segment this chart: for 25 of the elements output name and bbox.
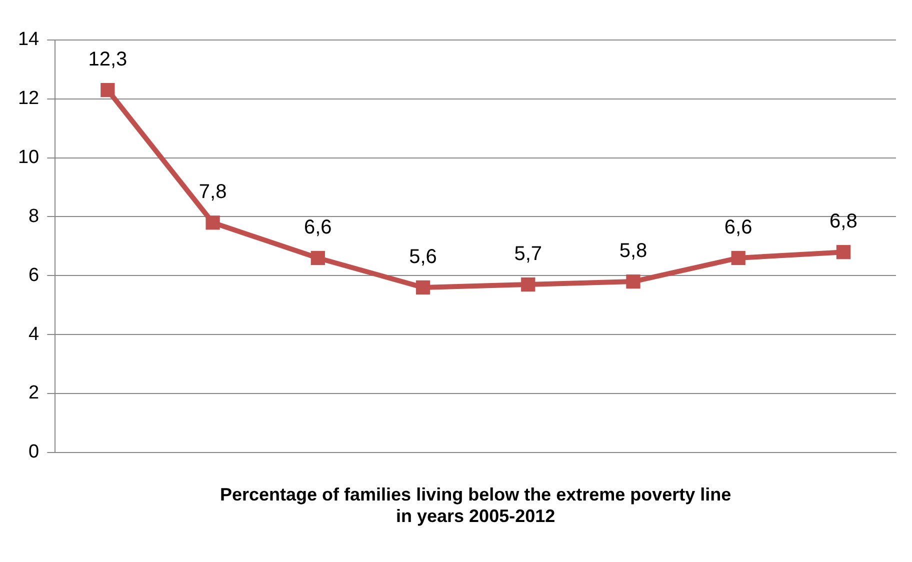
data-label: 6,6 [724, 216, 752, 238]
x-axis-title: Percentage of families living below the extreme poverty line in years 2005-2012 [220, 484, 732, 526]
y-tick-label: 8 [28, 206, 40, 227]
data-label: 6,8 [830, 210, 858, 233]
data-label: 5,8 [619, 240, 648, 262]
point [100, 83, 115, 98]
point [310, 250, 325, 266]
point [416, 280, 430, 295]
y-tick-label: 10 [18, 147, 40, 168]
point [206, 216, 220, 230]
data-label: 7,8 [198, 181, 227, 204]
y-tick-label: 14 [18, 29, 40, 50]
y-tick-label: 4 [28, 324, 40, 345]
point [521, 277, 536, 292]
data-label: 12,3 [88, 48, 128, 71]
data-label: 5,6 [409, 246, 437, 268]
point [626, 274, 640, 289]
data-label: 5,7 [514, 243, 542, 266]
point [836, 245, 851, 260]
y-tick-label: 6 [28, 264, 40, 286]
y-tick-label: 12 [18, 88, 40, 110]
y-tick-label: 2 [28, 382, 40, 404]
point [731, 250, 746, 266]
y-tick-label: 0 [28, 442, 40, 463]
data-label: 6,6 [304, 216, 332, 238]
